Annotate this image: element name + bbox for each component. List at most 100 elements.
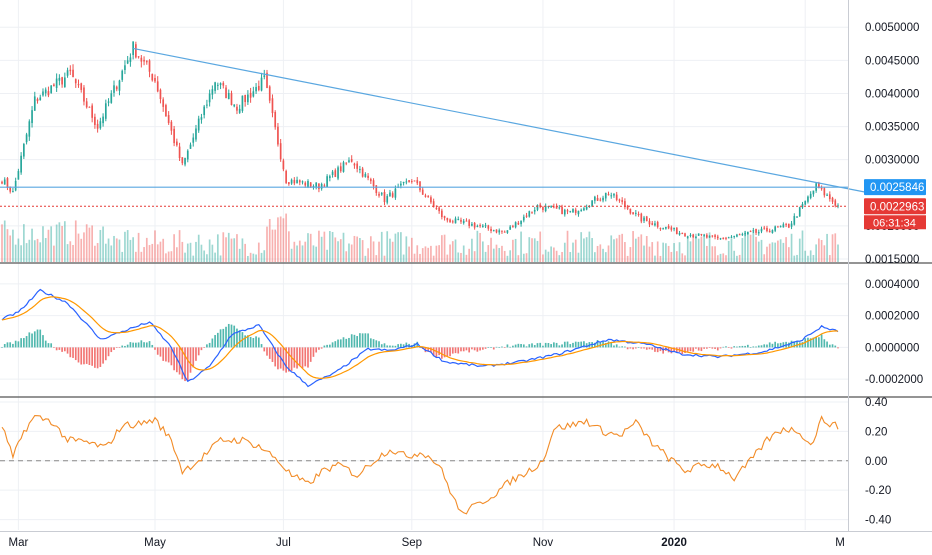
candle-body [94,116,96,125]
macd-histogram-bar [394,345,397,348]
candle-body [208,93,211,103]
volume-bar [137,232,140,262]
macd-histogram-bar [673,347,675,352]
macd-histogram-bar [14,340,17,348]
macd-histogram-bar [689,347,692,352]
macd-histogram-bar [460,347,462,352]
volume-bar [397,232,399,262]
macd-histogram-bar [91,347,94,366]
macd-histogram-bar [219,329,222,348]
candle-body [722,237,725,240]
volume-bar [801,230,804,262]
candle-body [686,236,689,238]
macd-histogram-bar [624,346,626,348]
macd-histogram-bar [124,345,126,348]
volume-bar [148,245,151,262]
volume-bar [61,226,63,262]
candle-body [249,92,252,98]
candle-body [613,193,615,196]
macd-histogram-bar [255,336,257,348]
macd-histogram-bar [323,345,326,348]
candle-body [512,225,514,227]
candle-body [479,225,481,227]
volume-bar [430,245,432,262]
macd-histogram-bar [318,347,320,350]
macd-histogram-bar [741,345,744,348]
volume-bar [438,245,440,262]
volume-bar [53,245,55,262]
candle-body [763,227,766,229]
volume-bar [602,248,604,262]
macd-histogram-bar [137,342,140,348]
candle-body [124,65,126,71]
candle-body [670,227,673,230]
candle-body [744,233,746,235]
candle-body [656,222,659,227]
macd-histogram-bar [555,342,558,348]
volume-bar [99,229,102,262]
candle-body [550,205,552,208]
volume-bar [255,254,257,262]
candle-body [629,208,632,214]
price-axis-label: 0.0015000 [865,254,919,266]
candle-body [706,234,708,238]
candle-body [465,220,468,222]
candle-body [675,227,678,234]
macd-histogram-bar [356,336,359,348]
volume-bar [74,220,77,262]
candle-body [736,234,738,237]
macd-histogram-bar [197,347,200,356]
volume-bar [544,249,547,262]
volume-bar [405,236,408,262]
macd-histogram-bar [315,347,318,353]
price-axis-label: 0.0040000 [865,88,919,100]
volume-bar [528,237,531,262]
volume-bar [304,241,307,262]
volume-bar [443,234,446,262]
overlay-lines-layer [0,47,866,207]
macd-histogram-bar [481,347,484,350]
candle-body [506,230,509,233]
macd-histogram-bar [227,323,230,348]
volume-bar [28,239,31,262]
volume-bar [277,217,279,262]
volume-bar [779,239,782,262]
candle-body [99,121,102,129]
macd-histogram-bar [118,347,121,348]
candle-body [405,181,408,183]
candle-body [525,215,528,217]
candle-body [490,228,492,232]
volume-bar [550,246,552,262]
volume-bar [613,239,615,262]
macd-histogram-bar [271,347,274,362]
volume-bar [23,224,25,262]
macd-histogram-bar [760,345,763,348]
volume-bar [195,241,197,262]
candle-body [820,188,823,190]
volume-bar [637,236,640,262]
time-axis-label: Nov [533,537,554,549]
candle-body [471,223,473,226]
volume-bar [408,246,410,262]
volume-bar [665,243,667,262]
candle-body [167,115,170,123]
macd-histogram-bar [129,342,132,348]
candle-body [542,206,544,211]
macd-histogram-bar [703,347,705,349]
macd-histogram-bar [104,347,107,361]
volume-layer [1,213,839,262]
macd-histogram-bar [818,337,820,348]
candle-body [263,75,266,77]
candle-body [796,216,798,218]
candle-body [63,77,66,88]
macd-histogram-bar [744,345,746,348]
candle-body [400,183,402,186]
volume-bar [670,251,673,262]
macd-histogram-bar [719,347,722,349]
macd-histogram-bar [83,347,85,365]
volume-bar [288,231,290,262]
volume-bar [695,233,697,262]
macd-histogram-bar [643,347,645,349]
macd-histogram-bar [812,337,815,348]
